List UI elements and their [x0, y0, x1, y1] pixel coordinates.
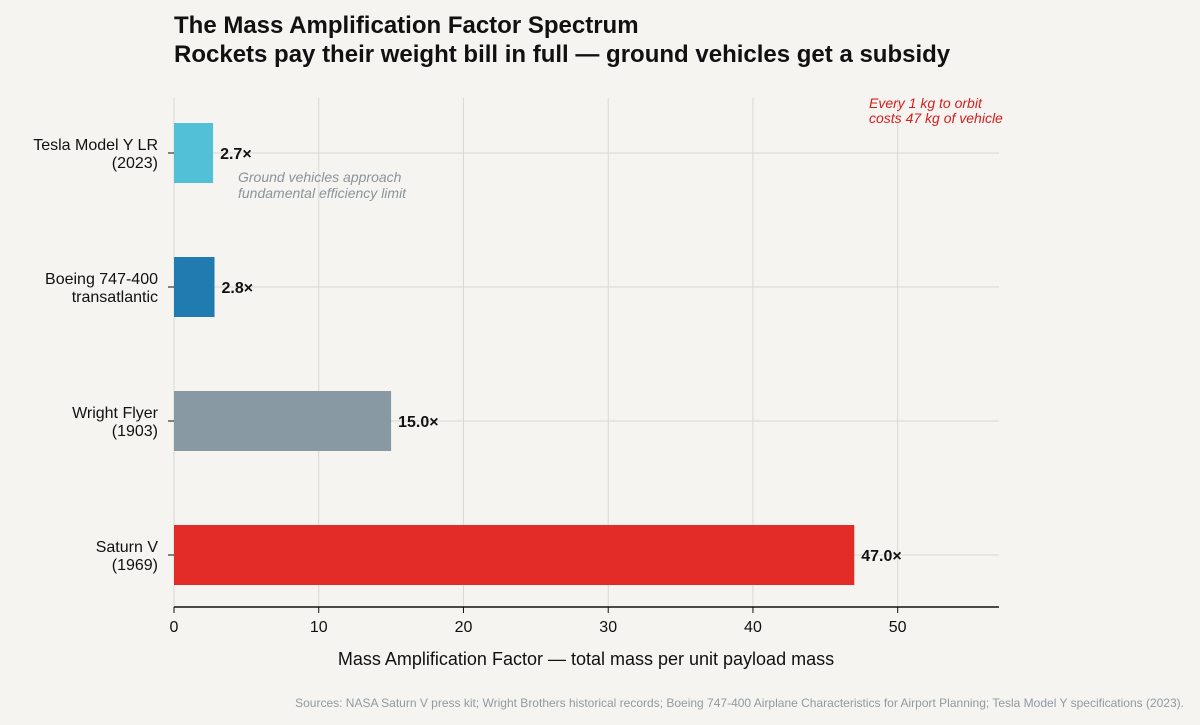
annotation-ground: fundamental efficiency limit: [238, 185, 407, 201]
x-tick-label: 30: [599, 619, 617, 636]
annotation-ground: Ground vehicles approach: [238, 169, 402, 185]
bar: [174, 525, 855, 585]
bar: [174, 123, 214, 183]
annotation-saturn: costs 47 kg of vehicle: [869, 110, 1003, 126]
bar: [174, 257, 215, 317]
category-label: Saturn V: [96, 539, 159, 556]
x-tick-label: 40: [744, 619, 762, 636]
source-note: Sources: NASA Saturn V press kit; Wright…: [295, 696, 1184, 710]
category-label: transatlantic: [72, 289, 158, 306]
category-label: (2023): [112, 155, 158, 172]
x-tick-label: 10: [310, 619, 328, 636]
bar-value-label: 15.0×: [398, 414, 438, 431]
chart-title: The Mass Amplification Factor Spectrum: [174, 12, 639, 39]
bar-value-label: 47.0×: [861, 548, 901, 565]
x-tick-label: 50: [889, 619, 907, 636]
x-tick-label: 20: [455, 619, 473, 636]
category-label: Tesla Model Y LR: [33, 137, 158, 154]
bar: [174, 391, 392, 451]
category-label: Wright Flyer: [72, 405, 159, 422]
x-axis-label: Mass Amplification Factor — total mass p…: [338, 649, 834, 669]
bar-value-label: 2.8×: [222, 280, 254, 297]
category-label: (1903): [112, 423, 158, 440]
annotation-saturn: Every 1 kg to orbit: [869, 95, 983, 111]
category-label: (1969): [112, 557, 158, 574]
chart-subtitle: Rockets pay their weight bill in full — …: [174, 41, 951, 68]
x-tick-label: 0: [170, 619, 179, 636]
bar-value-label: 2.7×: [220, 146, 252, 163]
category-label: Boeing 747-400: [45, 271, 158, 288]
